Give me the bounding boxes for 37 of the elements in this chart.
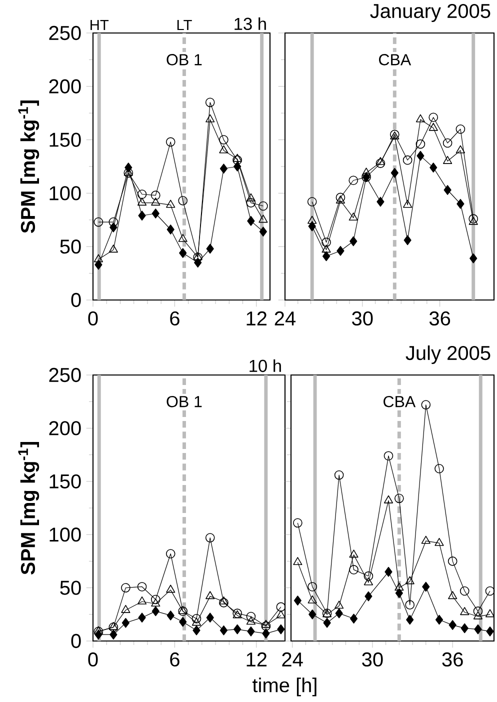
y-axis-title: SPM [mg kg$^{-1}$] [18,442,40,575]
y-tick-label: 200 [49,79,81,94]
annotation: CBA [384,396,416,408]
x-tick-label: 12 [246,652,267,666]
x-tick-label: 36 [429,311,450,326]
y-tick-label: 250 [49,26,81,40]
x-tick-label: 24 [274,311,296,326]
x-tick-label: 6 [170,311,180,326]
annotation: CBA [379,54,412,66]
y-tick-label: 50 [60,580,81,595]
y-tick-label: 0 [71,634,81,648]
y-tick-label: 100 [50,186,81,200]
y-tick-label: 250 [49,368,81,382]
y-tick-label: 50 [60,240,81,254]
y-tick-label: 100 [50,528,81,542]
x-tick-label: 12 [246,311,266,326]
y-axis-title: SPM [mg kg$^{-1}$] [18,100,40,234]
chart-title: July 2005 [406,345,490,364]
x-tick-label: 36 [442,652,463,667]
annotation: OB 1 [166,396,202,408]
text: 13 h [234,17,266,30]
y-tick-label: 150 [50,132,81,147]
annotation: OB 1 [166,54,202,66]
ref-line-label: LT [177,20,192,30]
x-tick-label: 30 [362,652,383,667]
y-tick-label: 0 [71,292,81,308]
chart-title: January 2005 [370,4,490,22]
x-tick-label: 30 [352,311,373,326]
x-tick-label: 0 [88,652,98,667]
y-tick-label: 200 [49,421,81,436]
x-tick-label: 24 [282,652,303,666]
x-axis-title: time [h] [252,678,316,696]
x-tick-label: 0 [88,311,98,326]
ref-line-label: HT [90,20,109,30]
text: 10 h [250,359,281,372]
y-tick-label: 150 [50,474,81,488]
x-tick-label: 6 [170,652,180,667]
